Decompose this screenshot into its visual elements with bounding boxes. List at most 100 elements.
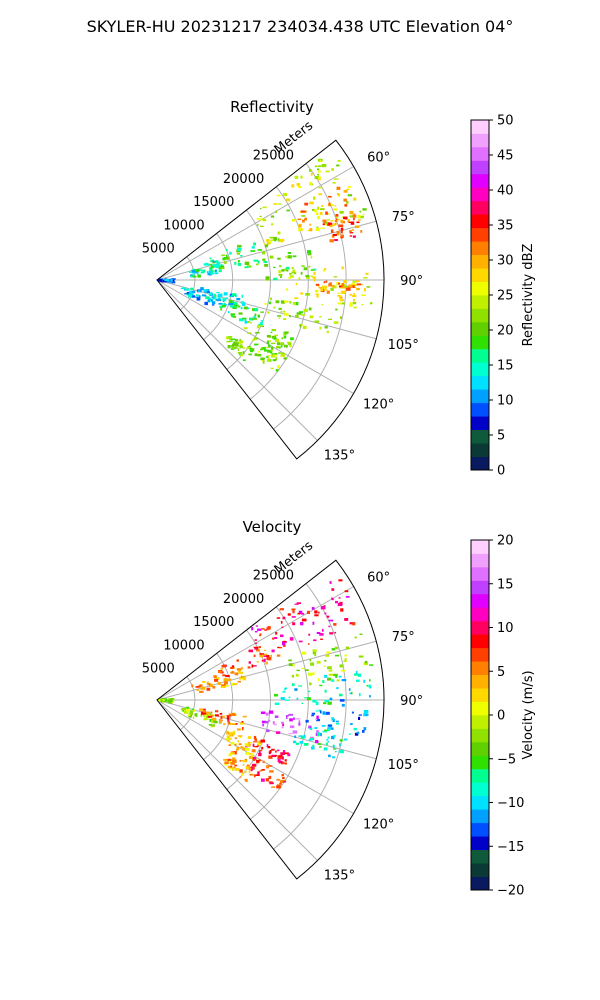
echo-cell	[250, 350, 254, 353]
echo-cell	[171, 279, 173, 282]
echo-cell	[229, 251, 232, 255]
echo-cell	[296, 602, 302, 604]
range-ring	[179, 676, 196, 731]
colorbar-swatch	[471, 701, 489, 716]
echo-cell	[192, 716, 195, 719]
echo-cell	[314, 278, 316, 282]
echo-cell	[349, 733, 352, 735]
colorbar-tick-label: 20	[497, 534, 514, 549]
echo-cell	[349, 235, 353, 237]
echo-cell	[183, 710, 189, 714]
echo-cell	[239, 346, 244, 349]
echo-cell	[337, 193, 339, 195]
echo-cell	[302, 325, 307, 329]
echo-cell	[189, 712, 193, 716]
echo-cell	[238, 671, 243, 674]
echo-cell	[191, 270, 197, 273]
echo-region	[245, 735, 291, 765]
echo-cell	[209, 293, 213, 296]
colorbar-swatch	[471, 173, 489, 188]
echo-cell	[328, 318, 332, 320]
range-ring	[249, 606, 309, 820]
azimuth-tick-label: 75°	[392, 210, 415, 225]
echo-cell	[300, 735, 305, 739]
echo-cell	[220, 668, 223, 670]
echo-cell	[242, 359, 246, 361]
echo-cell	[294, 688, 298, 691]
echo-cell	[188, 271, 193, 273]
echo-cell	[369, 664, 374, 666]
echo-cell	[346, 287, 351, 291]
echo-cell	[359, 210, 362, 213]
panel-title: Reflectivity	[230, 98, 314, 116]
echo-cell	[324, 729, 328, 732]
echo-cell	[341, 302, 345, 305]
colorbar-swatch	[471, 321, 489, 336]
echo-cell	[283, 192, 288, 197]
echo-cell	[213, 720, 218, 724]
range-ring	[203, 233, 234, 341]
colorbar-swatch	[471, 876, 489, 891]
echo-cell	[309, 181, 313, 185]
echo-cell	[266, 346, 269, 349]
echo-cell	[256, 745, 258, 748]
echo-cell	[266, 239, 270, 242]
echo-cell	[281, 774, 284, 777]
echo-cell	[293, 717, 296, 720]
echo-cell	[301, 314, 306, 316]
echo-cell	[346, 188, 350, 190]
echo-cell	[242, 764, 245, 766]
echo-cell	[223, 302, 226, 305]
echo-cell	[273, 203, 278, 205]
echo-cell	[230, 348, 235, 350]
echo-cell	[337, 218, 340, 221]
echo-cell	[268, 710, 274, 714]
echo-cell	[363, 679, 366, 683]
echo-cell	[232, 315, 237, 318]
echo-cell	[301, 215, 306, 217]
echo-cell	[311, 672, 315, 675]
echo-cell	[216, 291, 220, 294]
echo-cell	[209, 719, 212, 722]
echo-cell	[236, 659, 239, 662]
colorbar-swatch	[471, 728, 489, 743]
echo-cell	[244, 319, 247, 323]
echo-cell	[230, 741, 235, 745]
echo-cell	[326, 330, 329, 334]
echo-cell	[197, 274, 201, 278]
echo-cell	[263, 658, 266, 662]
echo-cell	[250, 753, 253, 756]
echo-cell	[186, 706, 190, 709]
echo-cell	[231, 293, 237, 297]
echo-cell	[195, 715, 198, 717]
echo-cell	[266, 744, 269, 747]
echo-cell	[220, 265, 224, 268]
echo-cell	[280, 780, 284, 784]
echo-cell	[319, 159, 322, 163]
echo-cell	[262, 760, 265, 764]
echo-cell	[328, 754, 331, 758]
echo-cell	[253, 242, 256, 246]
echo-cell	[295, 718, 301, 720]
colorbar-tick-label: 30	[497, 254, 514, 269]
echo-cell	[288, 343, 292, 345]
echo-cell	[330, 727, 334, 730]
echo-cell	[225, 256, 229, 260]
echo-cell	[327, 736, 330, 739]
echo-cell	[227, 336, 233, 338]
radial-tick-label: 25000	[253, 569, 294, 584]
range-ring	[273, 583, 347, 850]
echo-cell	[237, 735, 243, 737]
echo-cell	[337, 295, 342, 297]
echo-cell	[273, 266, 276, 269]
echo-cell	[268, 765, 273, 767]
echo-cell	[220, 719, 223, 722]
echo-cell	[335, 218, 338, 220]
azimuth-tick-label: 105°	[388, 758, 419, 773]
echo-cell	[355, 280, 360, 283]
echo-cell	[261, 659, 264, 662]
echo-cell	[348, 284, 353, 288]
echo-cell	[274, 353, 278, 356]
echo-cell	[270, 297, 272, 301]
echo-cell	[307, 643, 310, 645]
